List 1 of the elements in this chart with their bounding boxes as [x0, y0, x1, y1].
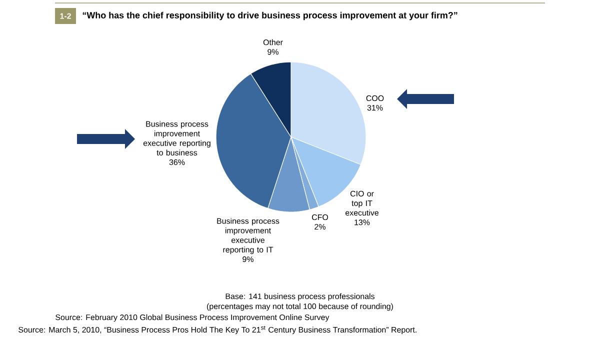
chart-title: “Who has the chief responsibility to drive business process improvement at your firm?”: [82, 12, 458, 20]
